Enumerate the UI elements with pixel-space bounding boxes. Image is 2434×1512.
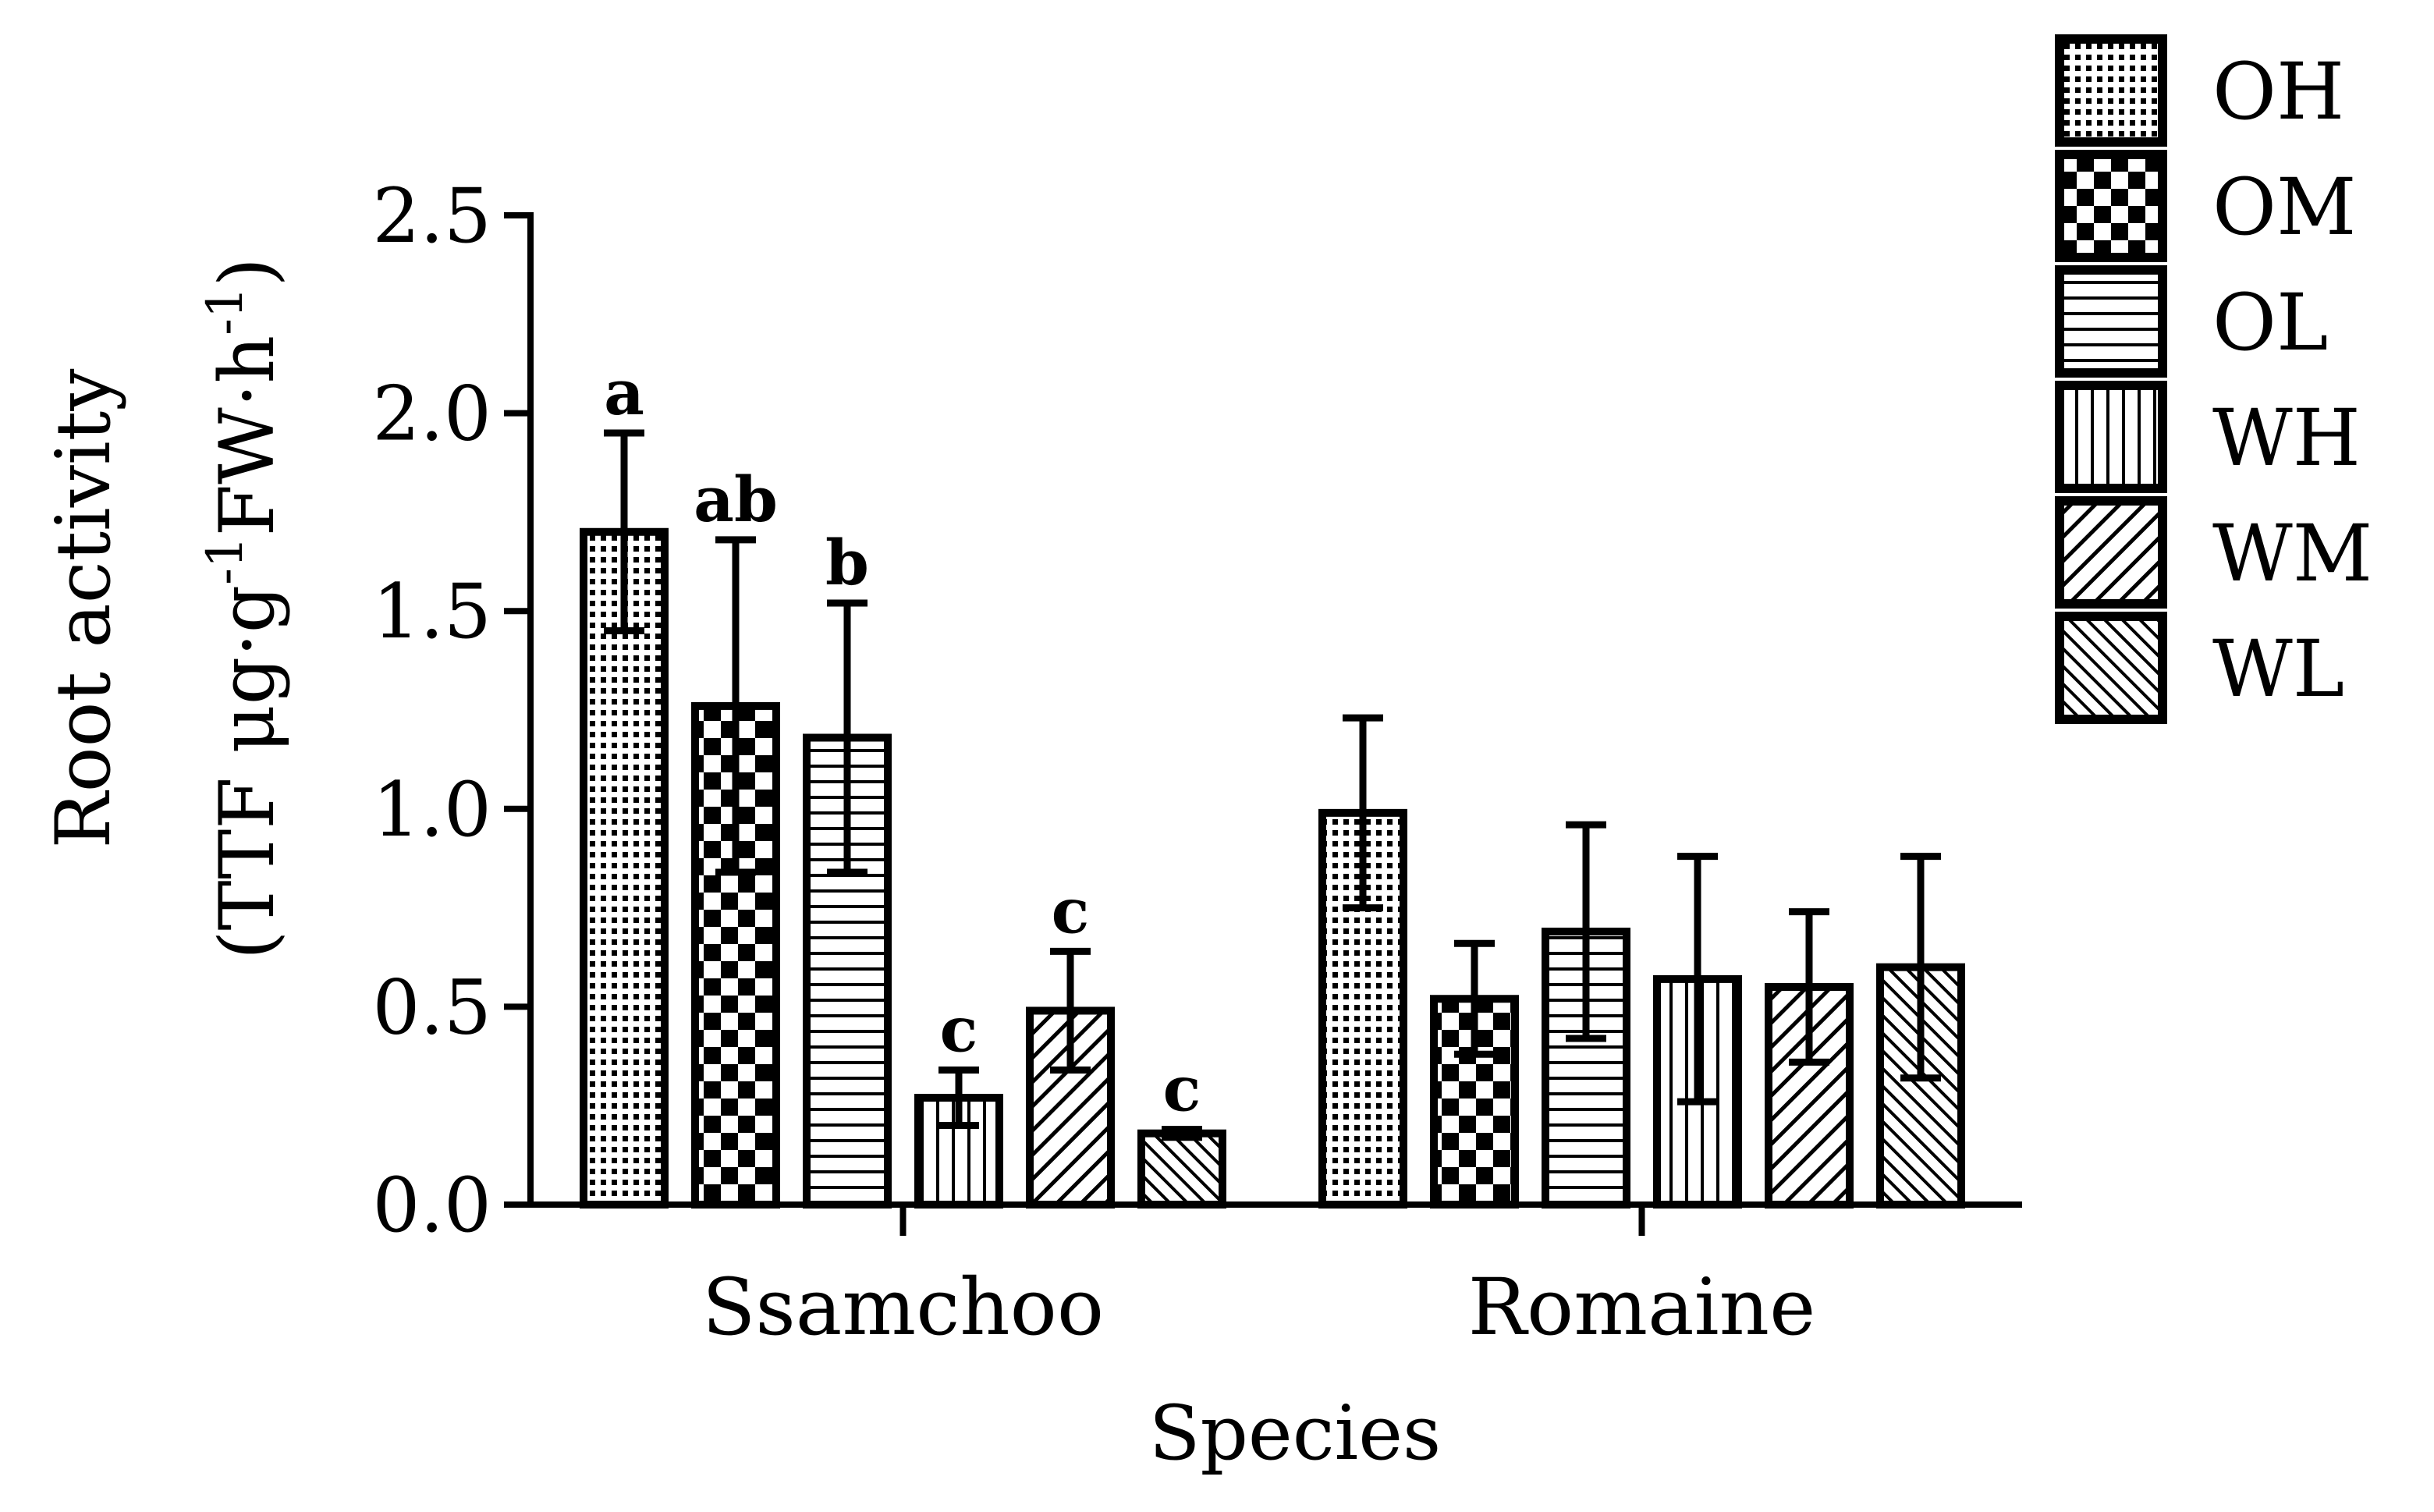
y-axis-title-sup2: -1 (197, 286, 254, 335)
legend-swatch-wm (2055, 496, 2167, 609)
x-axis-title: Species (1149, 1390, 1442, 1477)
y-tick-label: 0.5 (372, 964, 491, 1051)
y-axis: 0.0 0.5 1.0 1.5 2.0 2.5 (372, 172, 534, 1249)
significance-label: c (1052, 874, 1090, 947)
y-axis-title-prefix: (TTF μg·g (204, 585, 291, 960)
significance-label: c (1163, 1052, 1201, 1126)
legend-swatch-oh (2055, 34, 2167, 147)
significance-label: c (940, 993, 978, 1067)
legend-swatch-wl (2055, 612, 2167, 724)
y-axis-title: Root activity (TTF μg·g-1FW·h-1) (40, 257, 291, 960)
legend-label-wh: WH (2212, 392, 2361, 484)
x-tick-label: Ssamchoo (702, 1262, 1104, 1353)
legend-label-wl: WL (2212, 623, 2344, 715)
legend-label-oh: OH (2212, 46, 2344, 137)
bar-wl-ssamchoo (1137, 1129, 1226, 1209)
legend-swatch-om (2055, 150, 2167, 262)
legend-label-om: OM (2212, 161, 2356, 253)
legend: OH OM OL WH WM WL (2055, 34, 2372, 724)
legend-swatch-ol (2055, 265, 2167, 378)
y-tick-label: 1.5 (372, 568, 491, 655)
y-tick-label: 2.0 (372, 371, 491, 458)
legend-label-wm: WM (2212, 508, 2372, 599)
y-tick-label: 1.0 (372, 766, 491, 854)
y-axis-title-mid: FW·h (204, 335, 291, 537)
x-tick-label: Romaine (1468, 1262, 1816, 1353)
x-axis: Ssamchoo Romaine (530, 1201, 2022, 1353)
significance-label: ab (694, 463, 778, 536)
y-axis-title-line1: Root activity (40, 369, 127, 849)
y-axis-title-suffix: ) (204, 257, 291, 286)
significance-label: a (604, 356, 644, 429)
y-axis-title-line2: (TTF μg·g-1FW·h-1) (197, 257, 291, 960)
y-tick-label: 0.0 (372, 1162, 491, 1249)
significance-label: b (825, 526, 869, 599)
legend-swatch-wh (2055, 381, 2167, 493)
legend-label-ol: OL (2212, 277, 2328, 368)
y-tick-label: 2.5 (372, 172, 491, 260)
y-axis-title-sup1: -1 (197, 536, 254, 584)
